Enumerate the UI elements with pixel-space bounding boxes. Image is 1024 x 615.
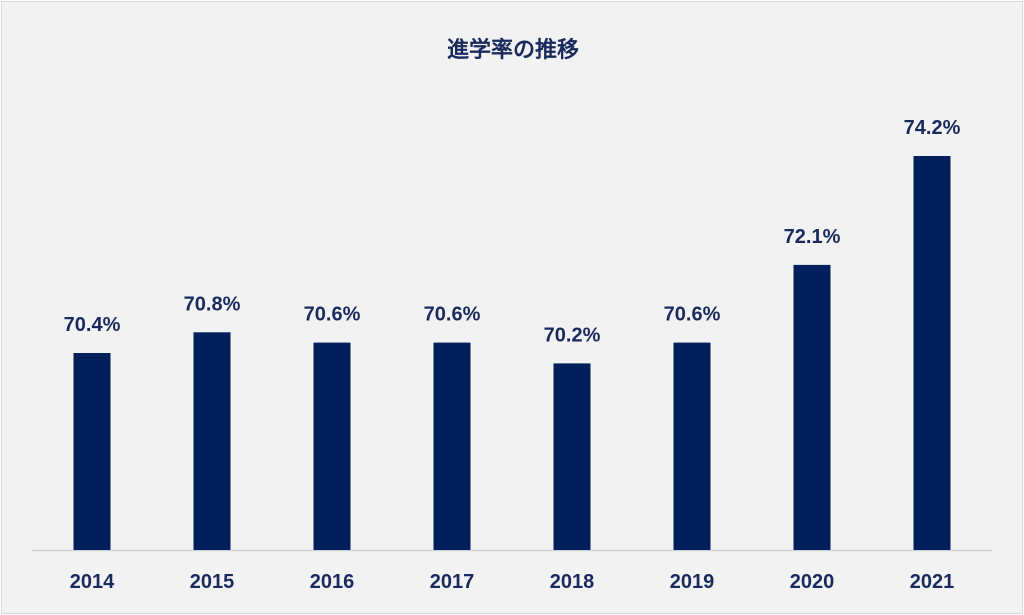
bar-2016 [313, 342, 351, 550]
data-label-2014: 70.4% [64, 314, 121, 336]
bar-2015 [193, 332, 231, 550]
x-tick-label-2020: 2020 [790, 571, 835, 593]
x-tick-label-2014: 2014 [70, 571, 115, 593]
data-label-2020: 72.1% [784, 226, 841, 248]
x-tick-label-2021: 2021 [910, 571, 955, 593]
bar-2019 [673, 342, 711, 550]
x-tick-label-2019: 2019 [670, 571, 715, 593]
bar-2014 [73, 353, 111, 550]
data-label-2021: 74.2% [904, 117, 961, 139]
data-label-2019: 70.6% [664, 304, 721, 326]
bar-2018 [553, 363, 591, 550]
x-tick-label-2016: 2016 [310, 571, 355, 593]
x-tick-label-2018: 2018 [550, 571, 595, 593]
x-tick-label-2017: 2017 [430, 571, 475, 593]
data-label-2015: 70.8% [184, 293, 241, 315]
x-tick-label-2015: 2015 [190, 571, 235, 593]
bar-2017 [433, 342, 471, 550]
data-label-2018: 70.2% [544, 324, 601, 346]
data-label-2016: 70.6% [304, 304, 361, 326]
chart-title: 進学率の推移 [446, 38, 579, 63]
bar-2020 [793, 264, 831, 550]
bar-2021 [913, 156, 951, 550]
data-label-2017: 70.6% [424, 304, 481, 326]
